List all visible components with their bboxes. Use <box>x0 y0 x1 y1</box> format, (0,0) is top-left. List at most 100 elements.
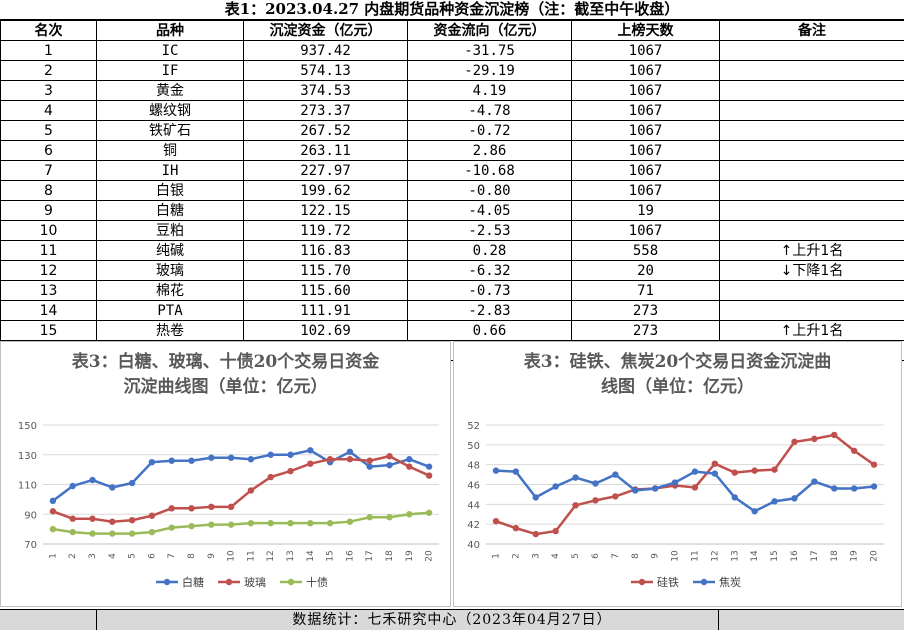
data-point <box>692 484 698 490</box>
cell-name: IH <box>97 161 244 181</box>
cell-rank: 8 <box>1 181 97 201</box>
cell-days: 558 <box>572 241 720 261</box>
x-tick-label: 4 <box>551 553 561 559</box>
data-point <box>327 520 333 526</box>
y-tick-label: 42 <box>467 520 480 531</box>
cell-days: 1067 <box>572 181 720 201</box>
cell-days: 1067 <box>572 161 720 181</box>
note-text: 上升1名 <box>792 323 843 339</box>
data-point <box>871 461 877 467</box>
cell-rank: 15 <box>1 321 97 341</box>
data-point <box>188 458 194 464</box>
cell-name: 螺纹钢 <box>97 101 244 121</box>
cell-name: 纯碱 <box>97 241 244 261</box>
data-point <box>287 468 293 474</box>
cell-rank: 14 <box>1 301 97 321</box>
column-header: 品种 <box>97 21 244 41</box>
cell-flow: 2.86 <box>408 141 572 161</box>
cell-capital: 374.53 <box>244 81 408 101</box>
x-tick-label: 18 <box>830 550 840 562</box>
data-point <box>169 505 175 511</box>
data-point <box>791 495 797 501</box>
cell-flow: -2.83 <box>408 301 572 321</box>
cell-days: 1067 <box>572 41 720 61</box>
x-tick-label: 8 <box>631 553 641 559</box>
column-header: 备注 <box>720 21 904 41</box>
cell-flow: 0.28 <box>408 241 572 261</box>
x-tick-label: 20 <box>425 550 435 562</box>
data-point <box>771 498 777 504</box>
cell-rank: 11 <box>1 241 97 261</box>
data-point <box>287 452 293 458</box>
cell-note <box>720 141 904 161</box>
cell-flow: -10.68 <box>408 161 572 181</box>
data-point <box>632 487 638 493</box>
x-tick-label: 1 <box>48 553 58 559</box>
data-point <box>831 485 837 491</box>
cell-capital: 574.13 <box>244 61 408 81</box>
cell-days: 1067 <box>572 101 720 121</box>
cell-capital: 937.42 <box>244 41 408 61</box>
data-point <box>208 455 214 461</box>
cell-note <box>720 301 904 321</box>
cell-flow: -29.19 <box>408 61 572 81</box>
x-tick-label: 17 <box>810 550 820 561</box>
data-point <box>533 531 539 537</box>
data-point <box>129 480 135 486</box>
x-tick-label: 19 <box>405 550 415 562</box>
data-point <box>228 504 234 510</box>
data-point <box>347 456 353 462</box>
x-tick-label: 13 <box>286 550 296 561</box>
cell-rank: 7 <box>1 161 97 181</box>
cell-note: ↑上升1名 <box>720 241 904 261</box>
data-point <box>406 511 412 517</box>
data-point <box>572 474 578 480</box>
data-point <box>592 480 598 486</box>
arrow-down-icon: ↓ <box>781 263 793 279</box>
data-point <box>732 469 738 475</box>
data-point <box>89 530 95 536</box>
legend-label: 硅铁 <box>657 576 679 589</box>
sheet-title: 表1：2023.04.27 内盘期货品种资金沉淀榜（注：截至中午收盘） <box>0 0 904 20</box>
cell-capital: 116.83 <box>244 241 408 261</box>
column-header: 名次 <box>1 21 97 41</box>
cell-capital: 102.69 <box>244 321 408 341</box>
data-point <box>248 520 254 526</box>
data-point <box>751 467 757 473</box>
cell-flow: -2.53 <box>408 221 572 241</box>
cell-rank: 3 <box>1 81 97 101</box>
x-tick-label: 12 <box>266 550 276 561</box>
legend-marker <box>226 579 232 585</box>
data-point <box>129 530 135 536</box>
cell-rank: 12 <box>1 261 97 281</box>
data-point <box>712 470 718 476</box>
cell-rank: 9 <box>1 201 97 221</box>
x-tick-label: 14 <box>306 550 316 562</box>
x-tick-label: 8 <box>187 553 197 559</box>
y-tick-label: 40 <box>467 540 480 551</box>
cell-note <box>720 201 904 221</box>
cell-flow: -0.72 <box>408 121 572 141</box>
x-tick-label: 7 <box>167 553 177 559</box>
cell-name: 黄金 <box>97 81 244 101</box>
cell-note <box>720 101 904 121</box>
cell-note <box>720 181 904 201</box>
data-point <box>612 493 618 499</box>
cell-days: 20 <box>572 261 720 281</box>
data-point <box>188 523 194 529</box>
cell-days: 71 <box>572 281 720 301</box>
column-header: 上榜天数 <box>572 21 720 41</box>
data-point <box>109 518 115 524</box>
y-tick-label: 90 <box>24 510 37 521</box>
x-tick-label: 6 <box>147 553 157 559</box>
x-tick-label: 15 <box>770 550 780 561</box>
x-tick-label: 3 <box>88 553 98 559</box>
